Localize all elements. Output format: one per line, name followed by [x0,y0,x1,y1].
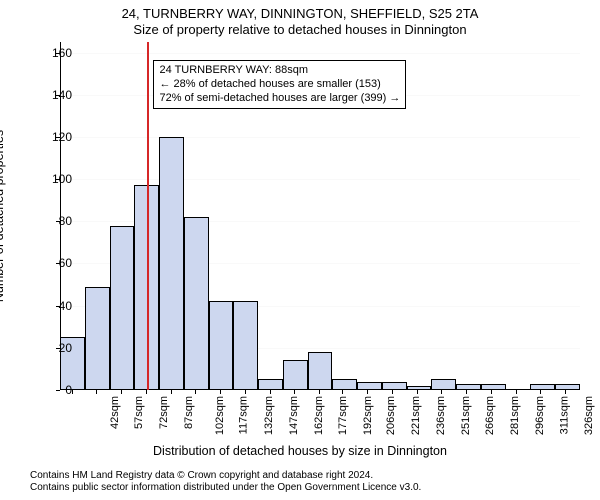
x-tick-mark [392,390,393,394]
x-tick-label: 42sqm [109,396,121,429]
x-tick-label: 266sqm [484,396,496,435]
histogram-bar [233,301,258,390]
histogram-bar [85,287,110,390]
x-tick-mark [540,390,541,394]
x-tick-label: 206sqm [385,396,397,435]
x-tick-mark [270,390,271,394]
histogram-bar [308,352,333,390]
footer-line1: Contains HM Land Registry data © Crown c… [30,470,373,481]
annotation-box: 24 TURNBERRY WAY: 88sqm ← 28% of detache… [153,60,406,109]
histogram-bar [481,384,506,390]
x-tick-mark [146,390,147,394]
x-tick-mark [121,390,122,394]
histogram-bar [431,379,456,390]
annotation-line2: ← 28% of detached houses are smaller (15… [159,78,380,90]
y-tick-label: 60 [42,256,72,270]
gridline [60,137,580,138]
x-tick-mark [417,390,418,394]
x-tick-label: 177sqm [338,396,350,435]
footer-line2: Contains public sector information distr… [30,482,421,493]
chart-title-sub: Size of property relative to detached ho… [0,22,600,37]
y-tick-label: 160 [42,46,72,60]
y-tick-label: 20 [42,341,72,355]
x-tick-label: 326sqm [584,396,596,435]
x-tick-mark [195,390,196,394]
x-tick-mark [220,390,221,394]
x-tick-label: 251sqm [460,396,472,435]
x-tick-label: 311sqm [558,396,570,434]
y-tick-label: 0 [42,383,72,397]
x-tick-mark [245,390,246,394]
histogram-bar [382,382,407,390]
reference-line-inner [147,42,149,390]
x-tick-mark [466,390,467,394]
x-tick-label: 221sqm [410,396,422,435]
x-tick-mark [441,390,442,394]
x-tick-label: 72sqm [158,396,170,429]
histogram-bar [357,382,382,390]
histogram-bar [258,379,283,390]
x-tick-label: 57sqm [133,396,145,429]
x-tick-mark [319,390,320,394]
gridline [60,53,580,54]
x-tick-label: 236sqm [435,396,447,435]
histogram-bar [283,360,308,390]
annotation-line1: 24 TURNBERRY WAY: 88sqm [159,64,308,76]
x-tick-mark [565,390,566,394]
x-tick-mark [171,390,172,394]
x-tick-label: 87sqm [183,396,195,429]
plot-area: 24 TURNBERRY WAY: 88sqm ← 28% of detache… [60,42,580,390]
y-tick-label: 40 [42,299,72,313]
histogram-bar [456,384,481,390]
histogram-bar [530,384,555,390]
histogram-bar [332,379,357,390]
x-tick-label: 296sqm [534,396,546,435]
y-tick-label: 100 [42,172,72,186]
x-tick-mark [342,390,343,394]
x-axis-label: Distribution of detached houses by size … [0,444,600,458]
y-tick-label: 120 [42,130,72,144]
x-tick-mark [516,390,517,394]
x-tick-label: 281sqm [509,396,521,435]
chart-title-main: 24, TURNBERRY WAY, DINNINGTON, SHEFFIELD… [0,6,600,21]
x-tick-mark [367,390,368,394]
chart-container: 24, TURNBERRY WAY, DINNINGTON, SHEFFIELD… [0,0,600,500]
x-tick-mark [491,390,492,394]
x-tick-label: 147sqm [288,396,300,435]
gridline [60,179,580,180]
x-tick-label: 102sqm [214,396,226,435]
histogram-bar [159,137,184,390]
y-tick-label: 140 [42,88,72,102]
histogram-bar [209,301,234,390]
histogram-bar [110,226,135,391]
x-tick-mark [96,390,97,394]
footer-attribution: Contains HM Land Registry data © Crown c… [30,470,590,494]
x-tick-label: 117sqm [238,396,250,434]
y-axis-label: Number of detached properties [0,130,6,302]
x-tick-label: 192sqm [362,396,374,435]
x-tick-label: 162sqm [313,396,325,435]
y-tick-label: 80 [42,214,72,228]
histogram-bar [555,384,580,390]
histogram-bar [184,217,209,390]
x-tick-label: 132sqm [263,396,275,435]
x-tick-mark [294,390,295,394]
histogram-bar [407,386,432,390]
annotation-line3: 72% of semi-detached houses are larger (… [159,92,400,104]
